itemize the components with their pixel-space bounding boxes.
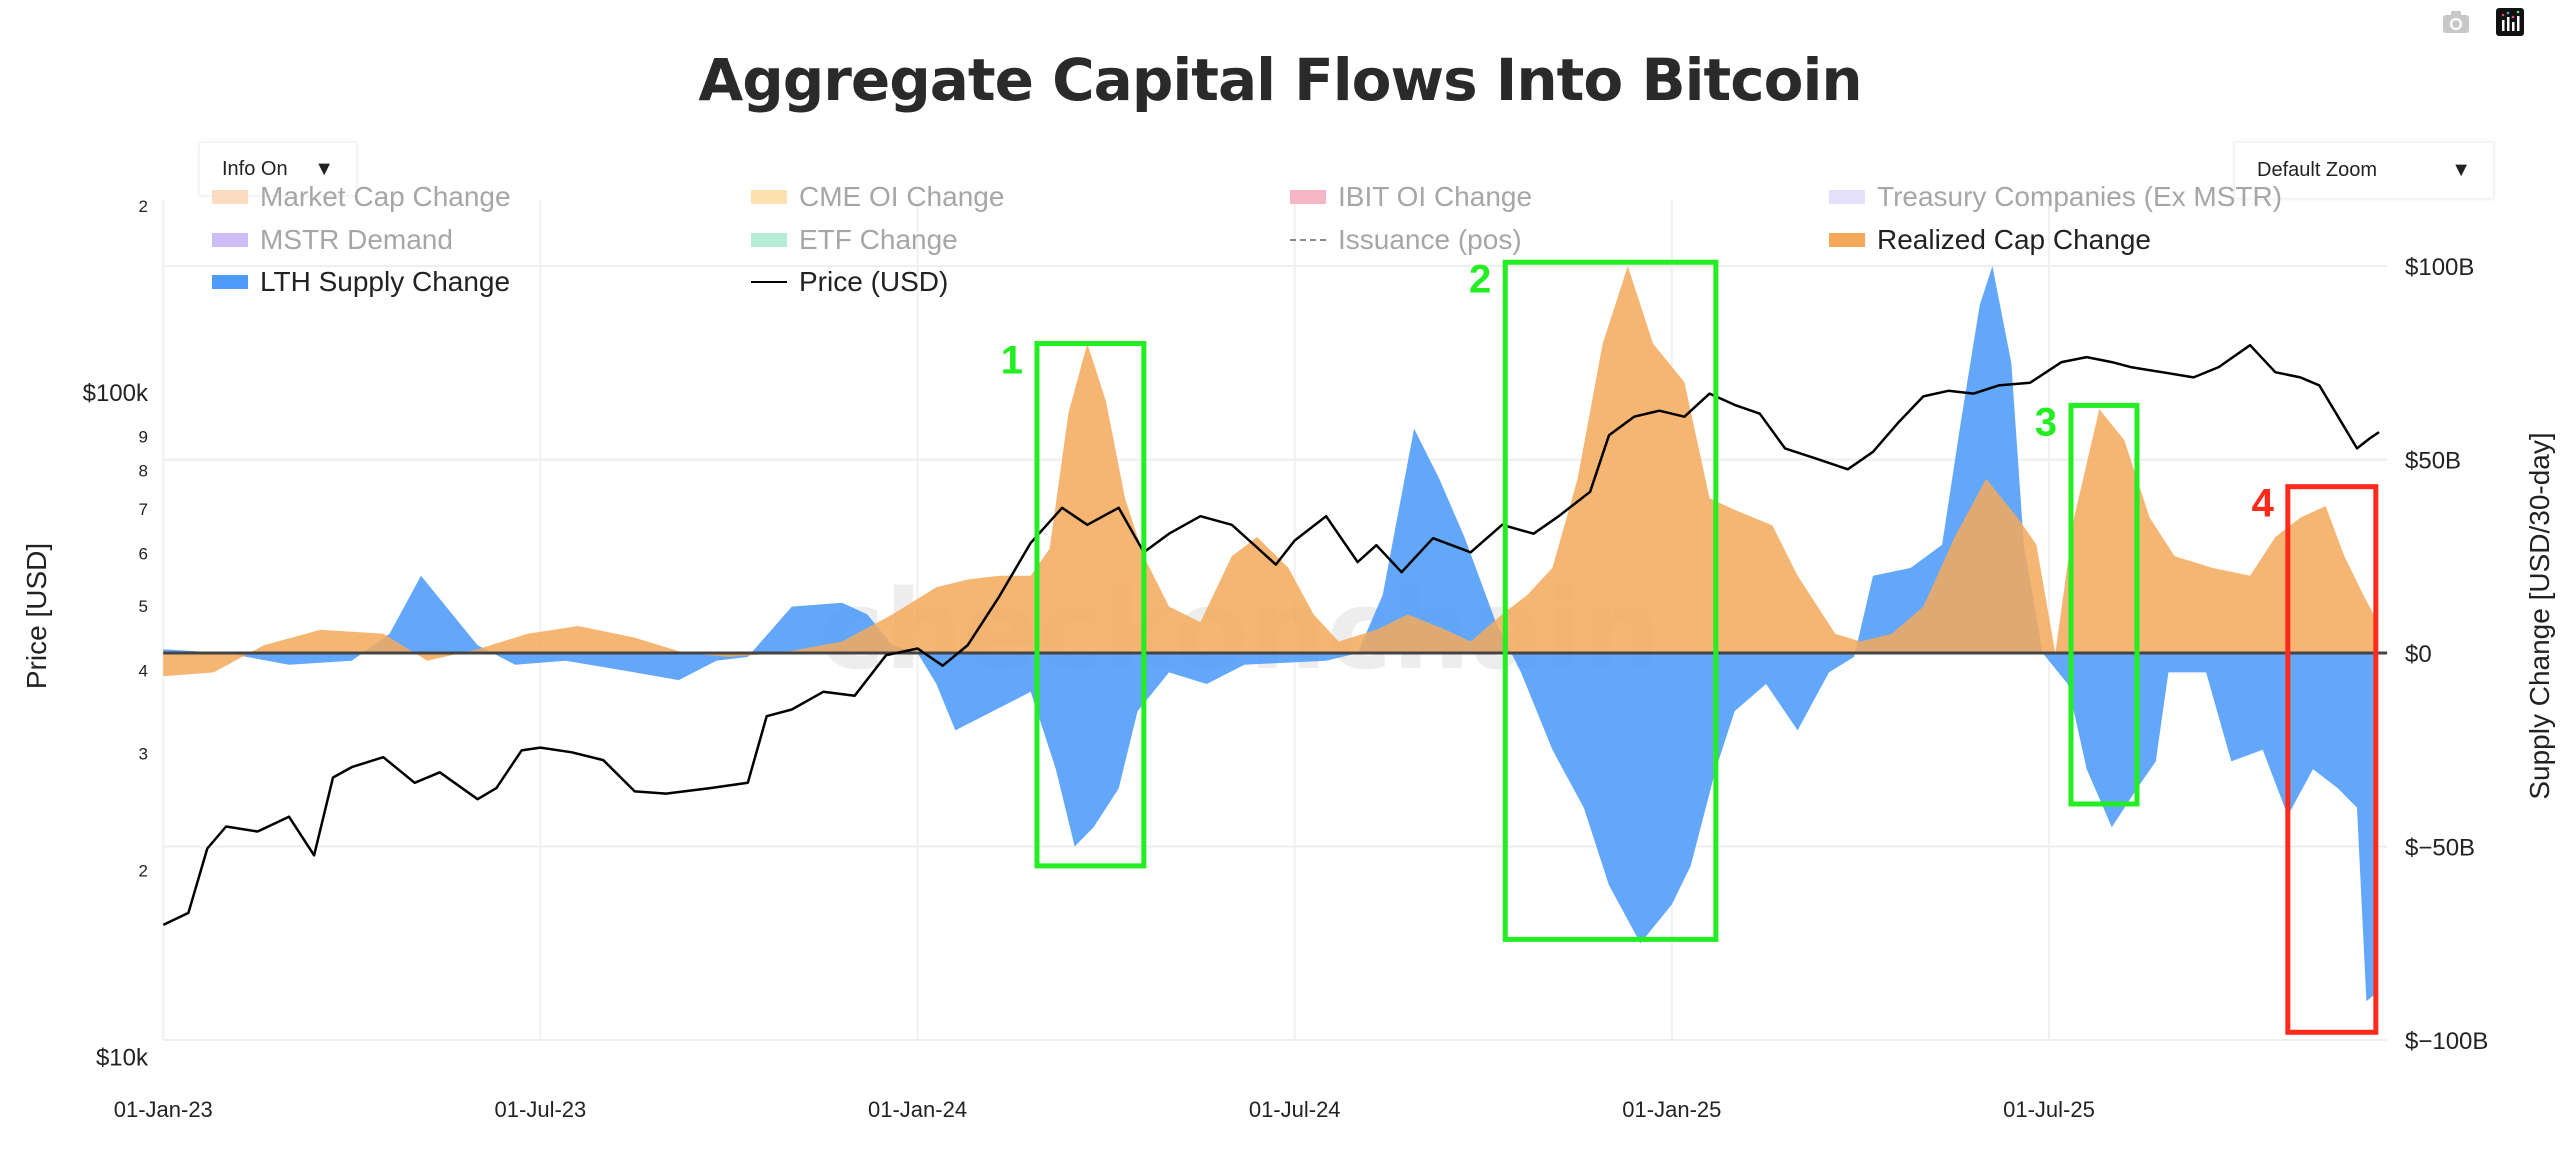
annotation-layer: 1 2 3 4 (1001, 257, 2379, 1035)
x-tick-label: 01-Jul-24 (1249, 1097, 1341, 1122)
legend-item-mstr-demand[interactable]: MSTR Demand (212, 224, 453, 256)
x-tick-label: 01-Jan-25 (1622, 1097, 1721, 1122)
left-y-tick-label: $10k (96, 1044, 149, 1071)
legend-label: ETF Change (799, 224, 958, 255)
zoom-dropdown[interactable]: Default Zoom ▼ (2234, 142, 2494, 199)
zoom-dropdown-value: Default Zoom (2257, 159, 2378, 181)
left-y-tick-label: 7 (139, 500, 148, 519)
legend-item-lth-supply-change[interactable]: LTH Supply Change (212, 266, 510, 298)
area-swatch-icon (1829, 233, 1865, 247)
legend-label: LTH Supply Change (260, 266, 511, 297)
x-tick-label: 01-Jul-25 (2003, 1097, 2095, 1122)
right-axis-title: Supply Change [USD/30-day] (2524, 432, 2555, 800)
left-y-tick-label: 6 (139, 544, 148, 563)
legend-label: Realized Cap Change (1877, 224, 2151, 255)
left-y-tick-label: 5 (139, 597, 148, 616)
line-swatch-icon (751, 281, 787, 283)
area-swatch-icon (212, 275, 248, 289)
left-y-tick-label: 2 (139, 861, 148, 880)
legend-item-price-usd[interactable]: Price (USD) (751, 266, 948, 298)
legend-item-cme-oi-change[interactable]: CME OI Change (751, 181, 1004, 213)
series-layer (162, 266, 2388, 1002)
annotation-label-3: 3 (2035, 400, 2057, 444)
right-y-tick-label: $0 (2405, 641, 2432, 668)
x-tick-label: 01-Jan-23 (114, 1097, 213, 1122)
chevron-down-icon: ▼ (2451, 159, 2471, 181)
left-axis-title: Price [USD] (21, 542, 52, 690)
left-y-tick-label: $100k (83, 380, 149, 407)
area-swatch-icon (751, 190, 787, 204)
legend-item-realized-cap-change[interactable]: Realized Cap Change (1829, 224, 2151, 256)
annotation-box-2 (1502, 259, 1719, 942)
legend-label: CME OI Change (799, 181, 1005, 212)
right-y-tick-label: $50B (2405, 448, 2461, 475)
left-y-tick-label: 2 (139, 197, 148, 216)
legend-label: Issuance (pos) (1338, 224, 1522, 255)
left-y-tick-label: 8 (139, 461, 148, 480)
chart-title: Aggregate Capital Flows Into Bitcoin (698, 46, 1862, 114)
legend-label: Treasury Companies (Ex MSTR) (1877, 181, 2283, 212)
camera-icon[interactable] (2442, 8, 2470, 36)
legend-item-treasury-companies-ex-mstr[interactable]: Treasury Companies (Ex MSTR) (1829, 181, 2282, 213)
legend-label: MSTR Demand (260, 224, 453, 255)
left-y-tick-label: 3 (139, 744, 148, 763)
area-swatch-icon (212, 190, 248, 204)
x-tick-label: 01-Jan-24 (868, 1097, 967, 1122)
annotation-label-1: 1 (1001, 339, 1023, 383)
legend-label: Market Cap Change (260, 181, 511, 212)
legend-item-issuance-pos[interactable]: Issuance (pos) (1290, 224, 1522, 256)
area-swatch-icon (751, 233, 787, 247)
info-dropdown-value: Info On (222, 157, 288, 180)
annotation-box-4 (2285, 484, 2379, 1035)
legend-item-market-cap-change[interactable]: Market Cap Change (212, 181, 511, 213)
annotation-box-1 (1034, 341, 1147, 869)
right-y-tick-label: $100B (2405, 254, 2474, 281)
dash-swatch-icon (1290, 239, 1326, 241)
left-y-tick-label: 4 (139, 661, 148, 680)
realized-cap-change-area (163, 266, 2376, 677)
right-y-tick-label: $−100B (2405, 1028, 2488, 1055)
annotation-box-3 (2068, 402, 2140, 807)
legend-label: Price (USD) (799, 266, 949, 297)
chart-logo-icon[interactable] (2496, 8, 2524, 36)
area-swatch-icon (212, 233, 248, 247)
area-swatch-icon (1829, 190, 1865, 204)
annotation-label-2: 2 (1469, 257, 1491, 301)
x-tick-label: 01-Jul-23 (495, 1097, 587, 1122)
chevron-down-icon: ▼ (314, 157, 334, 180)
legend-item-ibit-oi-change[interactable]: IBIT OI Change (1290, 181, 1532, 213)
right-y-tick-label: $−50B (2405, 835, 2475, 862)
info-dropdown[interactable]: Info On ▼ (199, 142, 357, 196)
legend-label: IBIT OI Change (1338, 181, 1533, 212)
left-y-tick-label: 9 (139, 427, 148, 446)
legend-item-etf-change[interactable]: ETF Change (751, 224, 958, 256)
area-swatch-icon (1290, 190, 1326, 204)
price-line (162, 343, 2380, 927)
axis-ticks: 01-Jan-23 01-Jul-23 01-Jan-24 01-Jul-24 01-J… (83, 197, 2489, 1122)
annotation-label-4: 4 (2252, 482, 2275, 526)
